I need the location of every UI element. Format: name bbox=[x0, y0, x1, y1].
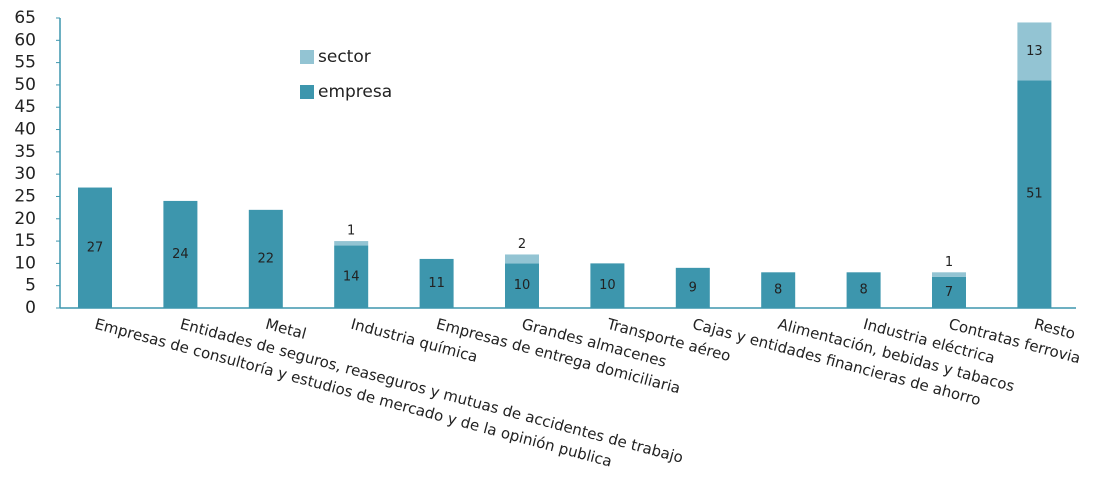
bar-segment bbox=[505, 254, 539, 264]
bar-segment bbox=[419, 258, 454, 308]
value-label: 24 bbox=[172, 247, 189, 262]
bar-segment bbox=[163, 200, 198, 308]
y-tick-label: 0 bbox=[25, 298, 36, 318]
bar-segment bbox=[761, 272, 796, 308]
y-tick-label: 15 bbox=[14, 231, 36, 251]
legend-swatch bbox=[300, 50, 314, 64]
x-tick-label: Empresas de consultoría y estudios de me… bbox=[93, 315, 614, 471]
value-label: 51 bbox=[1026, 187, 1043, 202]
y-tick-label: 5 bbox=[25, 276, 36, 296]
bar-segment bbox=[1017, 80, 1052, 308]
bar-segment bbox=[932, 276, 966, 308]
bar-segment bbox=[590, 263, 625, 308]
y-tick-label: 40 bbox=[14, 120, 36, 140]
value-label: 10 bbox=[514, 278, 531, 293]
y-tick-label: 10 bbox=[14, 253, 36, 273]
y-tick-label: 50 bbox=[14, 75, 36, 95]
value-label: 1 bbox=[945, 255, 953, 270]
y-tick-label: 55 bbox=[14, 53, 36, 73]
value-label: 2 bbox=[518, 237, 526, 252]
value-label: 8 bbox=[774, 283, 782, 298]
bar-segment bbox=[1017, 22, 1052, 81]
value-label: 9 bbox=[689, 280, 697, 295]
value-label: 27 bbox=[87, 240, 104, 255]
value-label: 22 bbox=[258, 251, 275, 266]
value-label: 10 bbox=[599, 278, 616, 293]
legend-label: empresa bbox=[318, 82, 392, 102]
y-tick-label: 35 bbox=[14, 142, 36, 162]
y-tick-label: 30 bbox=[14, 164, 36, 184]
bar-segment bbox=[675, 267, 710, 308]
bar-segment bbox=[505, 263, 539, 308]
value-label: 11 bbox=[428, 276, 445, 291]
y-tick-label: 25 bbox=[14, 186, 36, 206]
y-tick-label: 65 bbox=[14, 8, 36, 28]
value-label: 14 bbox=[343, 269, 360, 284]
bar-segment bbox=[932, 272, 966, 277]
y-tick-label: 20 bbox=[14, 209, 36, 229]
value-label: 13 bbox=[1026, 44, 1043, 59]
bar-segment bbox=[78, 187, 112, 308]
bar-segment bbox=[334, 241, 369, 246]
legend-label: sector bbox=[318, 47, 371, 67]
value-label: 8 bbox=[859, 283, 867, 298]
y-tick-label: 60 bbox=[14, 30, 36, 50]
value-label: 7 bbox=[945, 285, 953, 300]
legend-swatch bbox=[300, 85, 314, 99]
y-tick-label: 45 bbox=[14, 97, 36, 117]
bar-segment bbox=[846, 272, 881, 308]
bar-segment bbox=[334, 245, 369, 308]
bar-segment bbox=[248, 209, 283, 308]
value-label: 1 bbox=[347, 224, 355, 239]
